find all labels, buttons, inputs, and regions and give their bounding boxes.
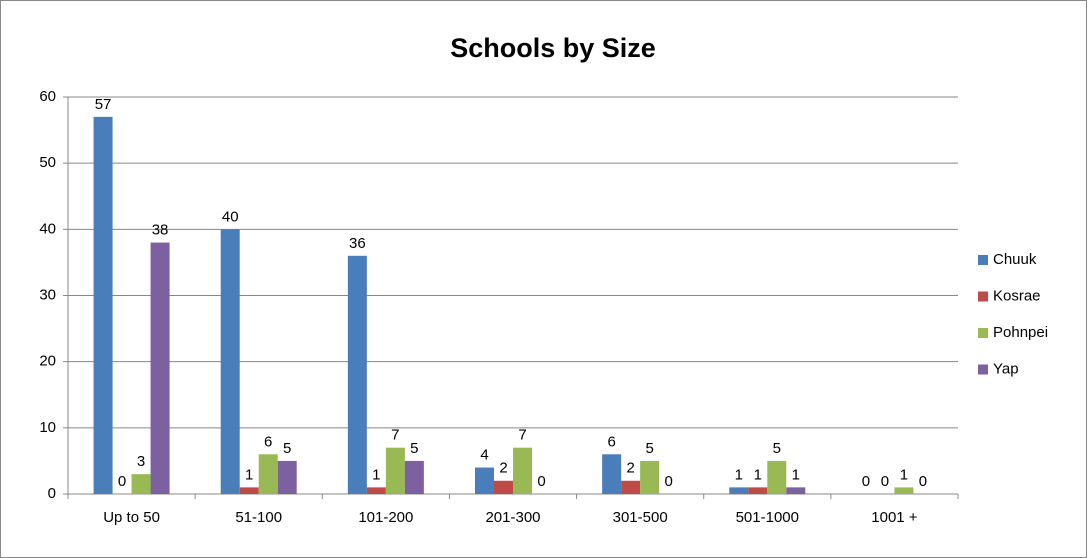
- data-label: 1: [792, 466, 800, 483]
- data-label: 38: [152, 222, 169, 239]
- x-tick-label: 301-500: [613, 509, 668, 526]
- bar: [385, 447, 405, 494]
- chart-title: Schools by Size: [450, 33, 656, 63]
- data-label: 0: [881, 473, 889, 490]
- data-label: 0: [862, 473, 870, 490]
- legend-swatch: [978, 364, 988, 375]
- data-label: 1: [754, 466, 762, 483]
- bar: [729, 487, 749, 494]
- x-tick-label: 201-300: [485, 509, 540, 526]
- data-label: 5: [410, 440, 418, 457]
- bar: [277, 460, 297, 494]
- legend-swatch: [978, 328, 988, 338]
- bar: [602, 454, 622, 494]
- data-label: 0: [664, 473, 672, 490]
- data-label: 5: [645, 440, 653, 457]
- bar: [767, 460, 787, 494]
- legend-label: Yap: [993, 360, 1019, 377]
- y-tick-label: 50: [39, 154, 56, 171]
- bar: [404, 460, 424, 494]
- data-label: 0: [537, 473, 545, 490]
- y-tick-label: 40: [39, 220, 56, 237]
- data-label: 3: [137, 453, 145, 470]
- data-label: 5: [773, 440, 781, 457]
- bar: [894, 487, 914, 494]
- x-tick-label: 1001 +: [871, 509, 918, 526]
- data-label: 5: [283, 440, 291, 457]
- y-tick-label: 20: [39, 353, 56, 370]
- y-tick-label: 60: [39, 88, 56, 105]
- data-label: 1: [735, 466, 743, 483]
- data-label: 0: [919, 473, 927, 490]
- data-label: 6: [607, 433, 615, 450]
- bar: [366, 487, 386, 494]
- bar: [258, 454, 278, 494]
- data-label: 0: [118, 473, 126, 490]
- x-tick-label: 501-1000: [736, 509, 799, 526]
- x-tick-label: Up to 50: [103, 509, 160, 526]
- bar: [748, 487, 768, 494]
- x-tick-label: 101-200: [358, 509, 413, 526]
- data-label: 7: [518, 427, 526, 444]
- bar: [475, 467, 494, 494]
- bar: [494, 480, 513, 494]
- bar: [513, 447, 532, 494]
- y-tick-label: 10: [39, 419, 56, 436]
- data-label: 2: [626, 460, 634, 477]
- bar: [131, 474, 151, 494]
- legend-label: Chuuk: [993, 251, 1037, 268]
- data-label: 40: [222, 208, 239, 225]
- y-tick-label: 30: [39, 286, 56, 303]
- data-label: 1: [245, 466, 253, 483]
- bar: [239, 487, 259, 494]
- bar: [347, 255, 367, 494]
- bar: [220, 229, 240, 495]
- x-tick-label: 51-100: [235, 509, 282, 526]
- data-label: 1: [900, 466, 908, 483]
- legend-swatch: [978, 291, 988, 302]
- bar: [621, 480, 641, 494]
- bar: [93, 116, 113, 494]
- y-tick-label: 0: [48, 485, 56, 502]
- data-label: 2: [499, 460, 507, 477]
- legend-label: Kosrae: [993, 287, 1041, 304]
- bar: [786, 487, 806, 494]
- data-label: 7: [391, 427, 399, 444]
- legend-swatch: [978, 255, 988, 265]
- bar: [150, 242, 170, 494]
- data-label: 4: [480, 447, 488, 464]
- data-label: 36: [349, 235, 366, 252]
- data-label: 1: [372, 466, 380, 483]
- bar: [640, 460, 660, 494]
- data-label: 57: [95, 96, 112, 113]
- data-label: 6: [264, 433, 272, 450]
- legend-label: Pohnpei: [993, 324, 1048, 341]
